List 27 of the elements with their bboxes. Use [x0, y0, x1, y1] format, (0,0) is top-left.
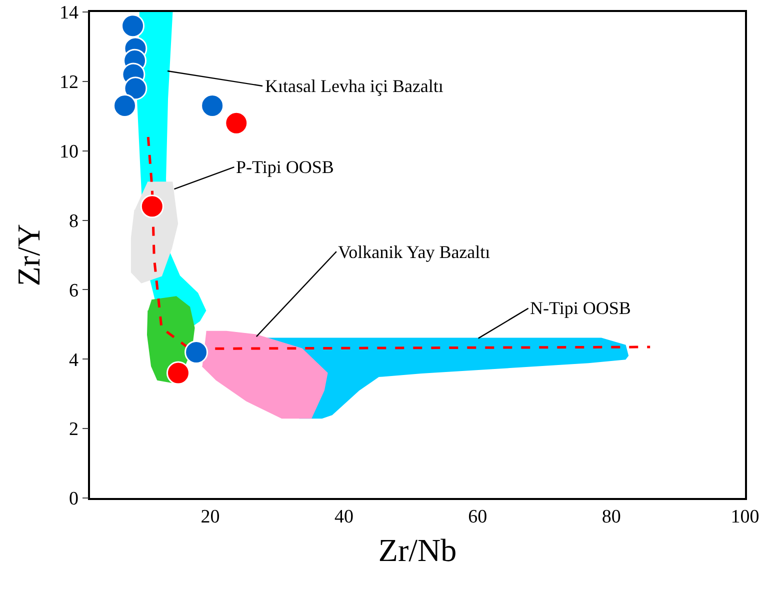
annotation: N-Tipi OOSB [530, 298, 631, 318]
point [184, 340, 208, 364]
y-tick-label: 4 [68, 350, 79, 371]
annotation: P-Tipi OOSB [236, 157, 334, 177]
point [166, 361, 190, 385]
x-tick-label: 80 [602, 506, 621, 528]
y-tick-label: 14 [59, 2, 79, 24]
point [200, 94, 224, 118]
point [224, 111, 248, 135]
annotation: Volkanik Yay Bazaltı [338, 242, 490, 262]
point [124, 76, 148, 100]
point [140, 194, 164, 218]
y-tick-label: 2 [68, 419, 78, 440]
y-tick-label: 10 [59, 142, 78, 163]
y-tick-label: 6 [68, 280, 78, 302]
x-tick-label: 20 [200, 506, 220, 528]
x-axis-title: Zr/Nb [378, 532, 457, 568]
y-axis-title: Zr/Y [10, 224, 46, 286]
y-tick-label: 12 [59, 72, 78, 94]
y-tick-label: 8 [68, 210, 78, 232]
x-tick-label: 60 [468, 506, 488, 528]
point [121, 14, 145, 38]
point [113, 94, 137, 118]
y-tick-label: 0 [68, 488, 78, 510]
annotation: Kıtasal Levha içi Bazaltı [265, 76, 444, 96]
x-tick-label: 40 [334, 506, 354, 528]
x-tick-label: 100 [730, 506, 760, 528]
